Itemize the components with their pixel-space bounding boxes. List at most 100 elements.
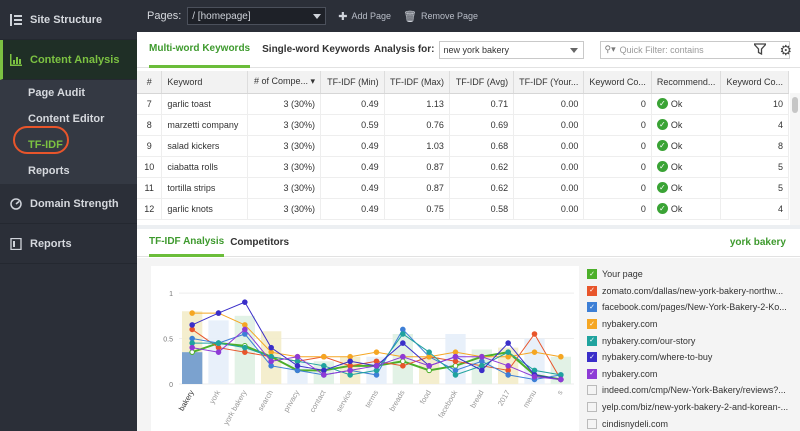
tab-single-word-keywords[interactable]: Single-word Keywords [262,44,370,55]
series-point [479,353,485,360]
chart-legend: ✓ Your page ✓ zomato.com/dallas/new-york-ba… [587,266,800,431]
column-header[interactable]: TF-IDF (Max) [384,71,450,94]
sidebar-subitem-page-audit[interactable]: Page Audit [28,87,86,99]
legend-item[interactable]: ✓ nybakery.com/our-story [587,332,800,349]
table-row[interactable]: 10 ciabatta rolls 3 (30%) 0.49 0.87 0.62 0.00 0… [137,156,789,178]
keyword-count-cell: 0 [583,114,652,136]
column-header[interactable]: # [137,71,163,94]
legend-label: cindisnydeli.com [602,418,669,429]
series-point [215,349,222,355]
series-point [294,363,301,369]
legend-item[interactable]: ✓ nybakery.com [587,316,800,333]
keywords-table: # Keyword # of Compe... ▾ TF-IDF (Min) T… [137,71,789,220]
series-point [400,326,406,333]
legend-item[interactable]: yelp.com/biz/new-york-bakery-2-and-korea… [587,399,800,416]
x-tick-label: york bakery [221,388,248,426]
legend-label: facebook.com/pages/New-York-Bakery-2-Ko.… [602,302,787,313]
column-header[interactable]: Keyword [161,71,248,94]
tab-multi-word-keywords[interactable]: Multi-word Keywords [149,32,251,68]
series-point [242,331,248,337]
column-header[interactable]: Keyword Co... [720,71,789,94]
series-point [505,372,511,378]
analysis-for-dropdown[interactable]: new york bakery [438,40,584,59]
tf-idf-max-cell: 0.76 [384,114,450,136]
legend-checkbox[interactable] [587,402,597,413]
table-row[interactable]: 12 garlic knots 3 (30%) 0.49 0.75 0.58 0.00 0 ✓ O… [137,198,789,220]
sidebar-item-label: Domain Strength [30,197,119,210]
recommendation-cell: ✓ Ok [651,114,722,136]
tab-competitors[interactable]: Competitors [230,237,290,248]
legend-item[interactable]: ✓ nybakery.com [587,366,800,383]
chevron-down-icon [569,47,578,53]
column-header[interactable]: Recommend... [651,71,722,94]
column-header[interactable]: TF-IDF (Your... [513,71,585,94]
row-number: 8 [137,114,163,136]
table-row[interactable]: 9 salad kickers 3 (30%) 0.49 1.03 0.68 0.00 0 ✓ O… [137,135,789,157]
tab-tf-idf-analysis[interactable]: TF-IDF Analysis [149,229,225,257]
legend-item[interactable]: ✓ facebook.com/pages/New-York-Bakery-2-Ko… [587,299,800,316]
legend-item[interactable]: cindisnydeli.com [587,415,800,431]
tf-idf-max-cell: 1.13 [384,93,450,115]
legend-label: Your page [602,269,643,280]
legend-item[interactable]: ✓ zomato.com/dallas/new-york-bakery-north… [587,283,800,300]
series-point [294,353,301,360]
gear-icon[interactable]: ⚙ [779,42,792,58]
sidebar-item-content-analysis[interactable]: Content Analysis [0,40,137,80]
series-point [215,344,222,351]
sidebar-item-site-structure[interactable]: Site Structure [0,0,137,40]
sidebar-item-label: Site Structure [30,13,103,26]
series-point [242,344,248,351]
remove-page-button[interactable]: 🗑 Remove Page [403,10,478,23]
legend-checkbox[interactable]: ✓ [587,285,597,296]
column-header[interactable]: TF-IDF (Min) [320,71,385,94]
legend-checkbox[interactable] [587,418,597,429]
x-tick-label: facebook [436,388,459,419]
filter-icon[interactable] [752,43,768,58]
sort-down-icon: ▾ [310,76,316,87]
table-row[interactable]: 11 tortilla strips 3 (30%) 0.49 0.87 0.62 0.00… [137,177,789,199]
legend-item[interactable]: indeed.com/cmp/New-York-Bakery/reviews?.… [587,382,800,399]
legend-checkbox[interactable]: ✓ [587,352,597,363]
sidebar-subitem-tf-idf[interactable]: TF-IDF [28,139,63,151]
column-header[interactable]: TF-IDF (Avg) [449,71,515,94]
sidebar-subitem-reports[interactable]: Reports [28,165,70,177]
status-ok: ✓ Ok [656,119,682,130]
x-tick-label: 2017 [496,389,512,408]
tf-idf-chart: 1 0.5 0 bakery york york bakery search privacy c… [151,266,579,431]
series-point [242,326,248,333]
quick-filter-input[interactable]: ⚲▾ Quick Filter: contains [599,40,790,59]
legend-item[interactable]: ✓ nybakery.com/where-to-buy [587,349,800,366]
splitter[interactable] [137,225,800,229]
add-page-button[interactable]: ✚ Add Page [338,10,391,23]
series-point [452,372,459,378]
column-header[interactable]: # of Compe... ▾ [247,71,322,94]
legend-checkbox[interactable] [587,385,597,396]
sidebar-item-domain-strength[interactable]: Domain Strength [0,184,137,224]
y-tick-label: 0.5 [163,337,173,344]
scrollbar-thumb[interactable] [792,97,798,113]
sidebar-item-reports[interactable]: Reports [0,224,137,264]
keyword-count-cell: 4 [720,114,789,136]
x-tick-label: privacy [282,388,302,413]
table-scrollbar[interactable] [790,93,800,225]
column-header[interactable]: Keyword Co... [583,71,652,94]
table-row[interactable]: 8 marzetti company 3 (30%) 0.59 0.76 0.69 0.00… [137,114,789,136]
series-point [426,353,432,360]
status-ok: ✓ Ok [656,161,682,172]
table-row[interactable]: 7 garlic toast 3 (30%) 0.49 1.13 0.71 0.00 0 ✓ Ok… [137,93,789,115]
legend-checkbox[interactable]: ✓ [587,269,597,280]
pages-dropdown[interactable]: / [homepage] [187,7,327,25]
check-icon: ✓ [656,98,668,109]
series-point [558,353,564,360]
legend-item[interactable]: ✓ Your page [587,266,800,283]
series-point [321,363,327,369]
series-point [189,322,195,328]
legend-checkbox[interactable]: ✓ [587,368,597,379]
keyword-cell: garlic knots [161,198,248,220]
legend-checkbox[interactable]: ✓ [587,319,597,330]
keyword-count-cell: 4 [720,198,789,220]
sidebar-subitem-content-editor[interactable]: Content Editor [28,113,105,125]
legend-checkbox[interactable]: ✓ [587,335,597,346]
legend-checkbox[interactable]: ✓ [587,302,597,313]
series-point [452,353,459,360]
